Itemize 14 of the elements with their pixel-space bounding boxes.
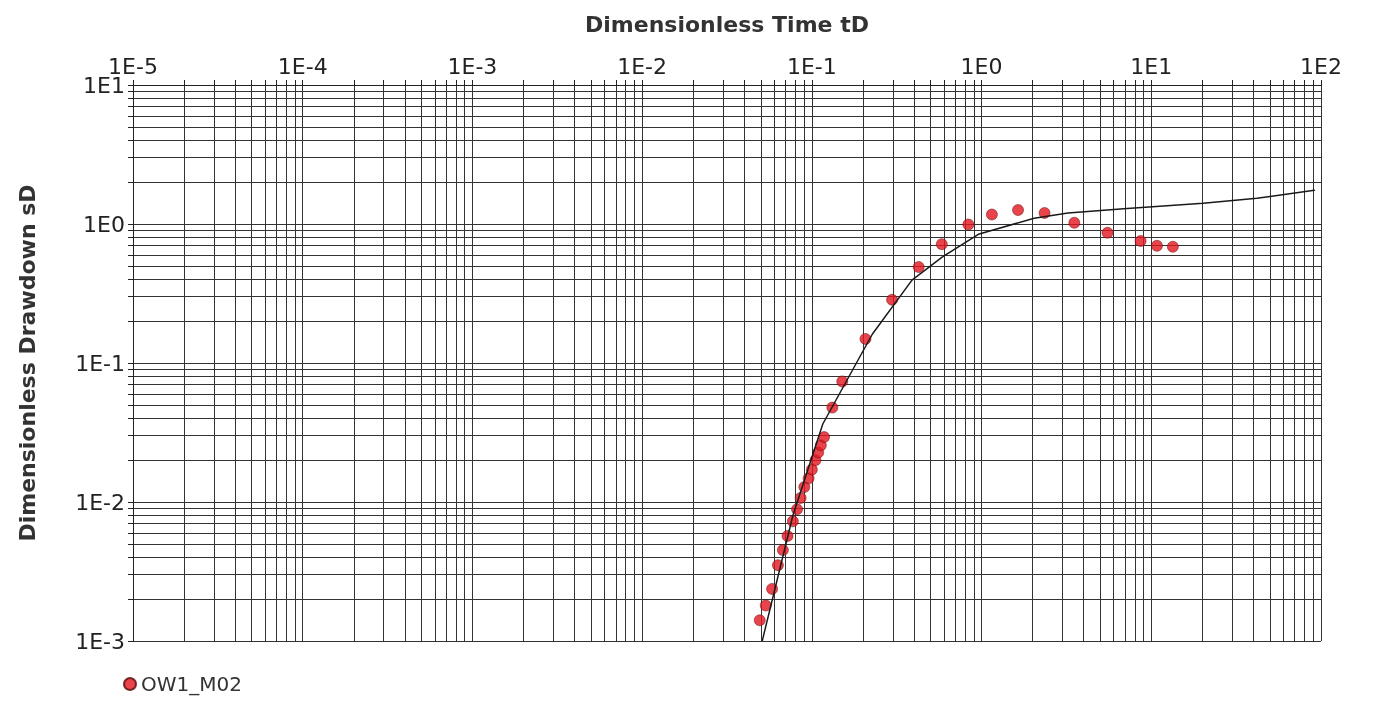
y-tick-label: 1E0 <box>83 211 125 237</box>
x-tick-label: 1E2 <box>1300 53 1342 79</box>
x-tick-label: 1E-4 <box>277 53 328 79</box>
x-tick-label: 1E1 <box>1130 53 1173 79</box>
y-tick-label: 1E-1 <box>75 350 125 376</box>
x-tick-label: 1E-2 <box>617 53 668 79</box>
y-axis-title: Dimensionless Drawdown sD <box>14 184 40 542</box>
x-tick-label: 1E-1 <box>786 53 837 79</box>
y-tick-label: 1E-2 <box>75 489 125 515</box>
x-axis-title: Dimensionless Time tD <box>585 11 869 37</box>
y-tick-label: 1E-3 <box>75 628 125 654</box>
x-tick-label: 1E0 <box>960 53 1003 79</box>
x-tick-label: 1E-3 <box>447 53 498 79</box>
legend-label: OW1_M02 <box>141 672 242 696</box>
